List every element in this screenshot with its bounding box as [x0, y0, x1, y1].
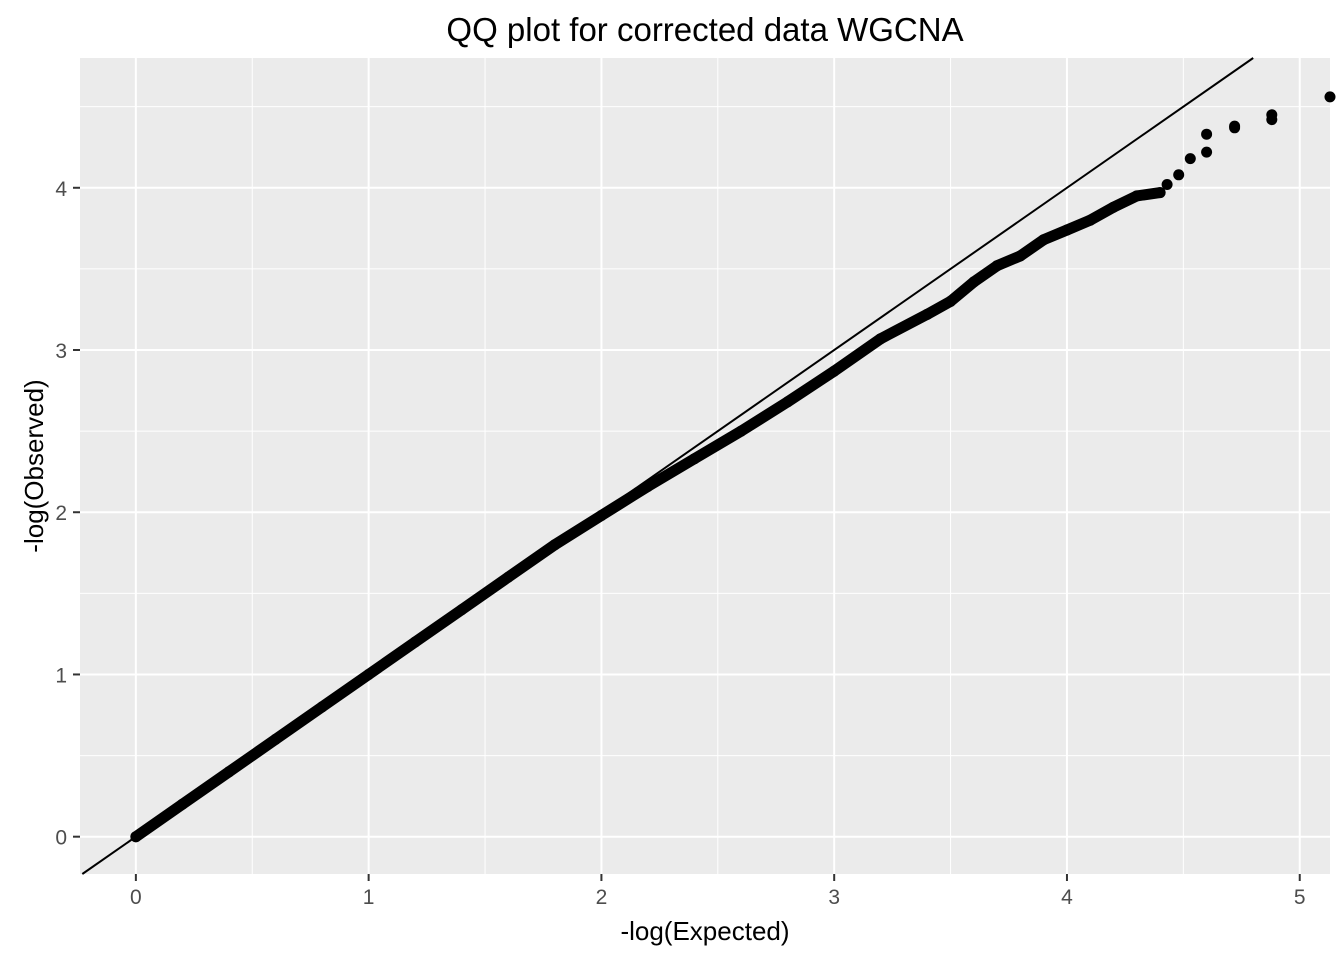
data-point [1161, 179, 1173, 190]
data-point [689, 453, 700, 465]
data-point [921, 308, 933, 320]
data-point [1084, 214, 1096, 226]
data-point [1201, 128, 1213, 140]
data-point [1061, 224, 1073, 236]
chart-title: QQ plot for corrected data WGCNA [446, 11, 963, 48]
data-point [1229, 120, 1241, 132]
data-point [945, 295, 957, 307]
y-axis-label: -log(Observed) [19, 379, 49, 552]
y-tick-label: 3 [55, 340, 67, 363]
data-point [1108, 201, 1119, 213]
data-point [968, 276, 980, 288]
plot-panel [80, 58, 1330, 874]
data-point [1184, 153, 1196, 165]
x-tick-label: 0 [130, 886, 142, 909]
x-tick-label: 4 [1061, 886, 1073, 909]
x-axis-label: -log(Expected) [620, 916, 789, 946]
data-point [735, 425, 747, 437]
x-tick-label: 1 [363, 886, 375, 909]
minor-gridlines [80, 58, 1330, 874]
reference-line [81, 57, 1254, 875]
x-tick-label: 2 [596, 886, 608, 909]
data-point [1014, 250, 1026, 262]
x-tick-label: 5 [1294, 886, 1306, 909]
data-point [1131, 190, 1143, 202]
data-point [1173, 169, 1185, 181]
y-tick-label: 4 [55, 178, 67, 201]
y-tick-label: 1 [55, 664, 67, 687]
data-point [782, 396, 794, 408]
data-point [875, 333, 887, 345]
data-point [595, 510, 607, 521]
x-axis: 0 1 2 3 4 5 [130, 874, 1306, 909]
data-point [1201, 146, 1213, 158]
data-point [1038, 234, 1050, 246]
data-point [642, 480, 654, 492]
data-point [991, 260, 1003, 272]
x-tick-label: 3 [828, 886, 840, 909]
y-tick-label: 2 [55, 502, 67, 525]
data-point [1154, 187, 1166, 199]
major-gridlines [80, 58, 1330, 874]
data-point [828, 365, 840, 377]
data-point [1324, 91, 1336, 103]
data-point [1266, 109, 1278, 121]
y-axis: 0 1 2 3 4 [55, 178, 80, 850]
y-tick-label: 0 [55, 827, 67, 850]
